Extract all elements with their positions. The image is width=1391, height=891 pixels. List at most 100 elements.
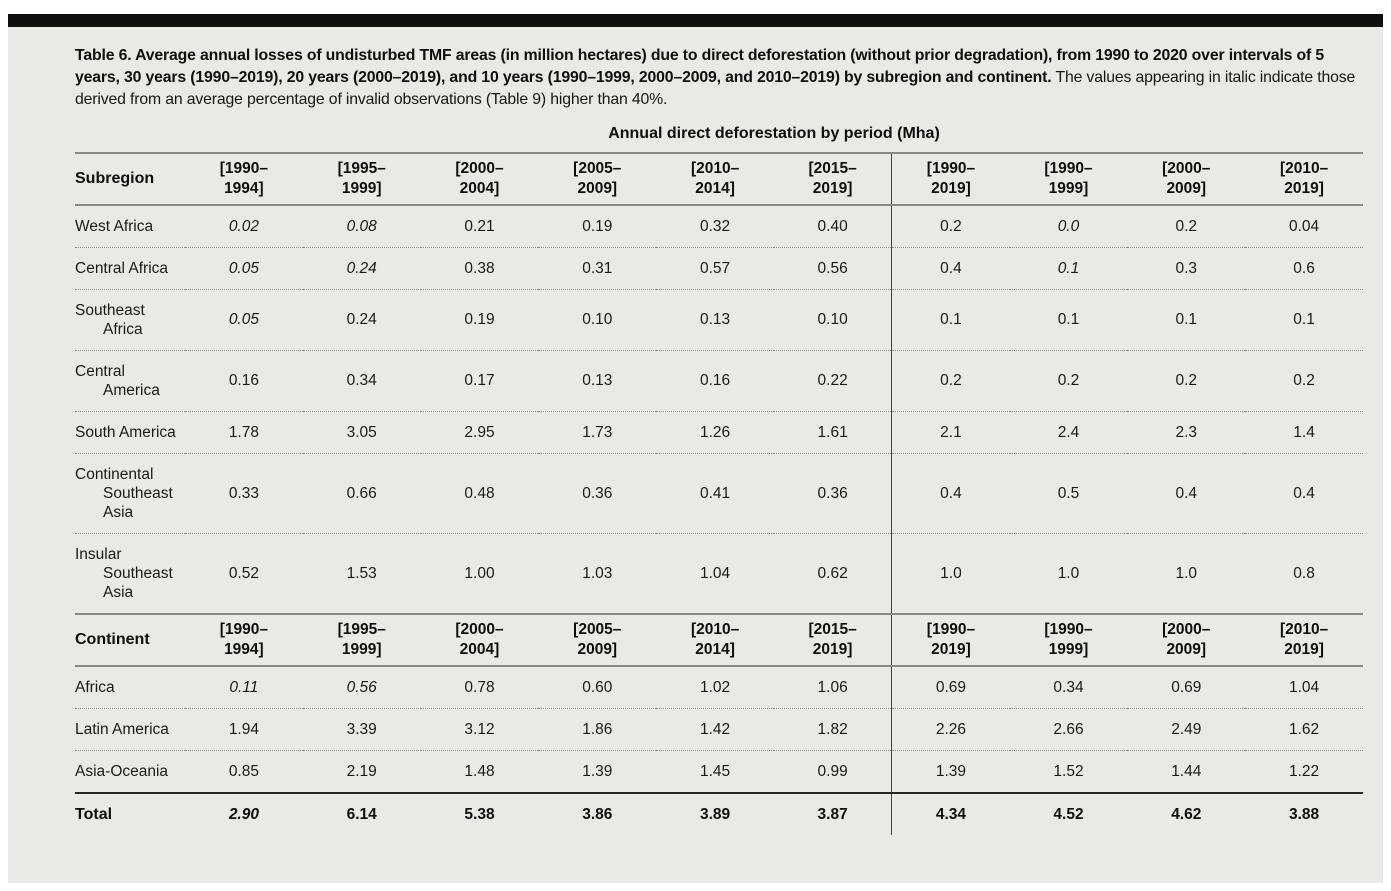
period-header-line1: [1995–: [337, 160, 386, 177]
period-header: [2005– 2009]: [538, 613, 657, 667]
value-cell: 1.94: [185, 708, 303, 751]
value-cell: 1.62: [1245, 708, 1363, 751]
value-cell: 1.45: [656, 750, 774, 794]
value-cell: 0.56: [302, 666, 421, 709]
period-header-line2: 1999]: [1048, 641, 1089, 658]
table-row: Central America 0.16 0.34 0.17 0.13 0.16 0.22 0…: [75, 350, 1363, 412]
value-cell: 2.26: [891, 708, 1010, 751]
row-label: Central Africa: [75, 247, 185, 290]
value-cell: 0.1: [891, 289, 1010, 351]
value-cell: 0.21: [420, 205, 539, 248]
period-header-line2: 2014]: [695, 641, 735, 658]
value-cell: 0.02: [185, 205, 303, 248]
value-cell: 0.41: [656, 453, 774, 534]
period-header: [1995– 1999]: [302, 613, 421, 667]
period-header-line2: 2009]: [577, 180, 618, 197]
value-cell: 2.3: [1127, 411, 1246, 454]
value-cell: 1.39: [891, 750, 1010, 794]
value-cell: 3.89: [656, 792, 774, 835]
value-cell: 1.73: [538, 411, 657, 454]
caption-note: The values appearing in italic indicate …: [75, 69, 1356, 108]
value-cell: 0.2: [891, 350, 1010, 412]
value-cell: 0.10: [773, 289, 892, 351]
period-header-line1: [2010–: [690, 621, 740, 638]
value-cell: 0.24: [302, 247, 421, 290]
value-cell: 0.2: [1245, 350, 1363, 412]
value-cell: 0.99: [773, 750, 892, 794]
value-cell: 3.05: [302, 411, 421, 454]
period-header-line1: [1990–: [219, 160, 269, 177]
period-header-line2: 2009]: [577, 641, 618, 658]
period-header-line1: [2000–: [1162, 160, 1211, 177]
value-cell: 1.61: [773, 411, 892, 454]
period-header-line1: [2015–: [808, 621, 857, 638]
top-rule-bar: [8, 14, 1383, 27]
value-cell: 0.31: [538, 247, 657, 290]
deforestation-table: Subregion [1990– 1994] [1995– 1999] [2000– 200…: [75, 152, 1363, 835]
table-row: Africa 0.11 0.56 0.78 0.60 1.02 1.06 0.69 0.34 0.…: [75, 666, 1363, 709]
table-row: South America 1.78 3.05 2.95 1.73 1.26 1.61 2.1…: [75, 411, 1363, 454]
value-cell: 0.4: [891, 453, 1010, 534]
period-header: [2010– 2014]: [656, 613, 774, 667]
value-cell: 1.04: [656, 533, 774, 615]
section-label-header: Subregion: [75, 152, 185, 206]
value-cell: 1.26: [656, 411, 774, 454]
table-row: West Africa 0.02 0.08 0.21 0.19 0.32 0.40 0.2 0.…: [75, 205, 1363, 248]
period-header-line1: [2010–: [1279, 621, 1329, 638]
table-group-header: Annual direct deforestation by period (M…: [608, 125, 940, 142]
row-label: Insular Southeast Asia: [75, 533, 185, 615]
value-cell: 3.86: [538, 792, 657, 835]
period-header-line2: 2004]: [459, 641, 500, 658]
value-cell: 1.48: [420, 750, 539, 794]
section-label-header: Continent: [75, 613, 185, 667]
value-cell: 1.53: [302, 533, 421, 615]
row-label: Southeast Africa: [75, 289, 185, 351]
value-cell: 1.0: [1009, 533, 1128, 615]
period-header: [2015– 2019]: [773, 152, 892, 206]
value-cell: 1.39: [538, 750, 657, 794]
value-cell: 0.60: [538, 666, 657, 709]
value-cell: 0.11: [185, 666, 303, 709]
row-label: Africa: [75, 666, 185, 709]
table-row: Asia-Oceania 0.85 2.19 1.48 1.39 1.45 0.99 1.39…: [75, 750, 1363, 794]
period-header: [2000– 2009]: [1127, 152, 1246, 206]
value-cell: 0.52: [185, 533, 303, 615]
table-panel: Table 6. Average annual losses of undist…: [8, 14, 1383, 883]
table-row: Insular Southeast Asia 0.52 1.53 1.00 1.03 1.…: [75, 533, 1363, 615]
value-cell: 0.05: [185, 247, 303, 290]
value-cell: 1.22: [1245, 750, 1363, 794]
row-label: Asia-Oceania: [75, 750, 185, 794]
row-label: South America: [75, 411, 185, 454]
value-cell: 1.06: [773, 666, 892, 709]
value-cell: 1.52: [1009, 750, 1128, 794]
value-cell: 0.6: [1245, 247, 1363, 290]
value-cell: 1.00: [420, 533, 539, 615]
period-header-line2: 2004]: [459, 180, 500, 197]
period-header-line2: 1999]: [341, 641, 382, 658]
value-cell: 0.19: [420, 289, 539, 351]
value-cell: 6.14: [302, 792, 421, 835]
value-cell: 1.0: [1127, 533, 1246, 615]
value-cell: 1.86: [538, 708, 657, 751]
value-cell: 0.4: [1127, 453, 1246, 534]
value-cell: 0.08: [302, 205, 421, 248]
period-header: [1990– 1999]: [1009, 152, 1128, 206]
period-header-line2: 2009]: [1166, 641, 1207, 658]
value-cell: 3.88: [1245, 792, 1363, 835]
period-header: [2010– 2014]: [656, 152, 774, 206]
value-cell: 1.78: [185, 411, 303, 454]
column-header-row: Continent [1990– 1994] [1995– 1999] [2000– 200…: [75, 613, 1363, 667]
period-header-line1: [1990–: [926, 160, 976, 177]
value-cell: 2.1: [891, 411, 1010, 454]
value-cell: 3.12: [420, 708, 539, 751]
period-header: [1990– 1994]: [185, 152, 303, 206]
value-cell: 5.38: [420, 792, 539, 835]
value-cell: 2.49: [1127, 708, 1246, 751]
value-cell: 0.1: [1245, 289, 1363, 351]
value-cell: 0.4: [891, 247, 1010, 290]
table-row: Central Africa 0.05 0.24 0.38 0.31 0.57 0.56 0.…: [75, 247, 1363, 290]
value-cell: 0.34: [1009, 666, 1128, 709]
period-header-line1: [2015–: [808, 160, 857, 177]
table-row: Continental Southeast Asia 0.33 0.66 0.48 0.…: [75, 453, 1363, 534]
period-header-line2: 2019]: [1284, 180, 1324, 197]
